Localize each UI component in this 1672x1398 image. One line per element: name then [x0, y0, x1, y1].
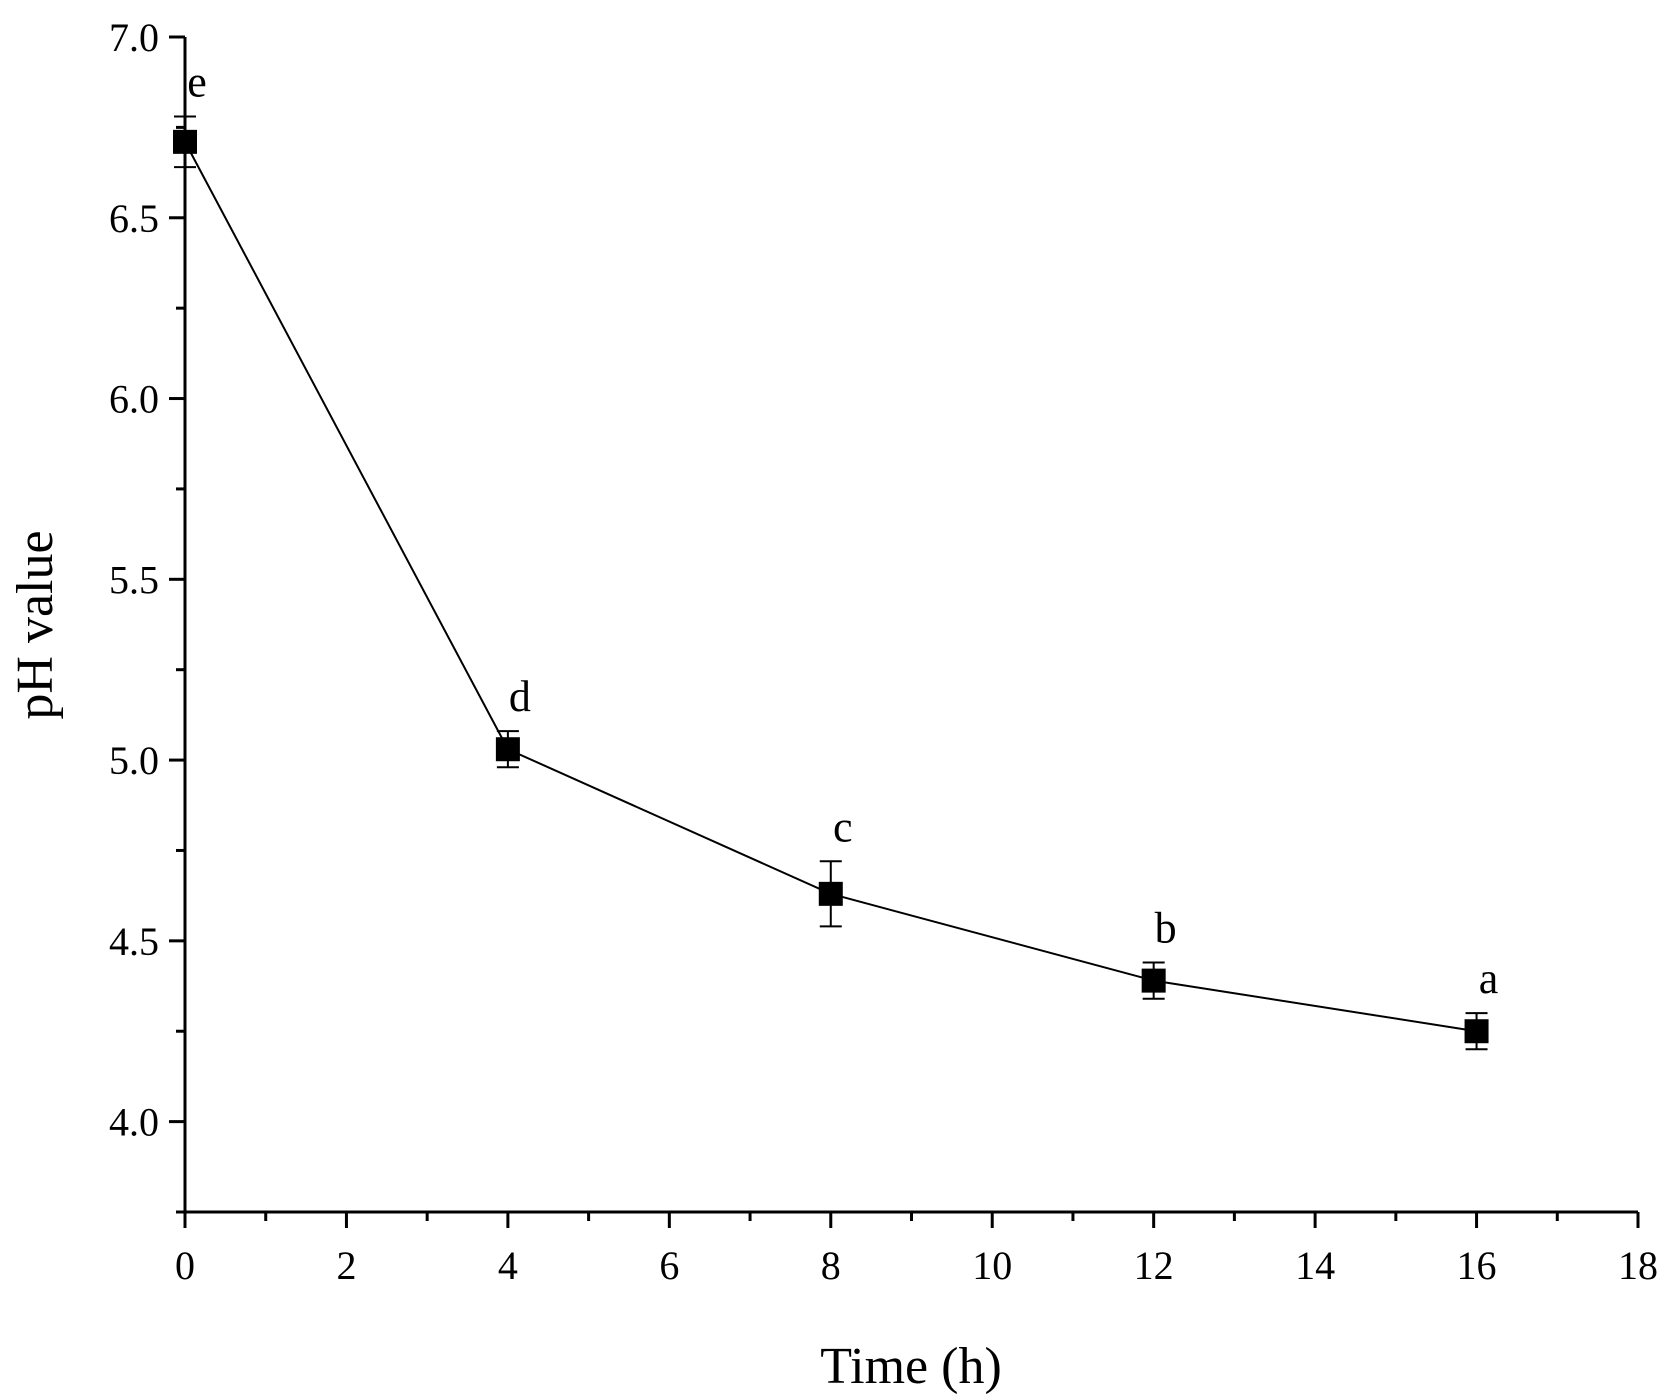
- point-letter-label: d: [509, 672, 531, 721]
- ticks: [169, 35, 1640, 1228]
- y-axis-title: pH value: [7, 530, 64, 719]
- x-tick-label: 12: [1134, 1243, 1174, 1288]
- point-letter-label: c: [833, 802, 853, 851]
- point-labels: e d c b a: [187, 58, 1498, 1004]
- y-tick-label: 6.5: [109, 196, 159, 241]
- y-tick-label: 4.5: [109, 919, 159, 964]
- x-tick-label: 16: [1457, 1243, 1497, 1288]
- y-tick-label: 5.5: [109, 557, 159, 602]
- data-point: [1141, 968, 1166, 993]
- x-tick-label: 10: [972, 1243, 1012, 1288]
- x-tick-label: 4: [498, 1243, 518, 1288]
- point-letter-label: b: [1155, 904, 1177, 953]
- error-bars: [174, 115, 1488, 1051]
- x-tick-label: 8: [821, 1243, 841, 1288]
- data-point: [173, 129, 197, 154]
- x-tick-label: 0: [175, 1243, 195, 1288]
- x-tick-label: 18: [1618, 1243, 1658, 1288]
- data-point: [818, 881, 843, 906]
- tick-labels: 0 2 4 6 8 10 12 14 16 18 4.0 4.5 5.0 5.5 6.0 6.5 7.0: [109, 15, 1658, 1288]
- x-tick-label: 2: [336, 1243, 356, 1288]
- y-tick-label: 7.0: [109, 15, 159, 60]
- x-tick-label: 6: [659, 1243, 679, 1288]
- x-axis-title: Time (h): [820, 1338, 1002, 1395]
- point-letter-label: a: [1479, 954, 1499, 1003]
- data-point: [1464, 1019, 1489, 1044]
- y-tick-label: 5.0: [109, 738, 159, 783]
- point-letter-label: e: [187, 58, 207, 107]
- markers: [173, 129, 1489, 1044]
- data-point: [495, 737, 520, 762]
- y-tick-label: 4.0: [109, 1100, 159, 1145]
- axes: [183, 37, 1638, 1214]
- x-tick-label: 14: [1295, 1243, 1335, 1288]
- y-tick-label: 6.0: [109, 377, 159, 422]
